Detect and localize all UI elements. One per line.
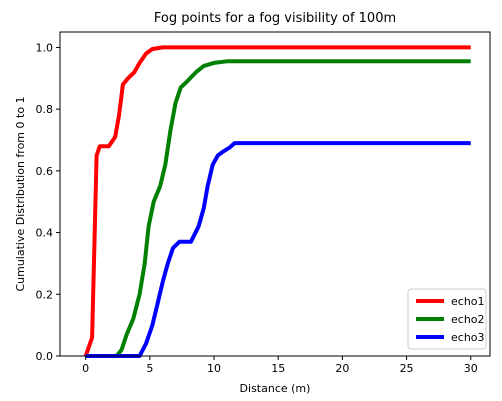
x-tick-label: 10 xyxy=(207,362,221,375)
y-tick-label: 0.4 xyxy=(36,227,54,240)
legend-box xyxy=(407,288,487,350)
x-tick-label: 15 xyxy=(271,362,285,375)
series-line-echo3 xyxy=(85,141,471,358)
y-tick-label: 1.0 xyxy=(36,41,54,54)
axes-frame xyxy=(59,31,491,357)
y-axis-label: Cumulative Distribution from 0 to 1 xyxy=(14,96,27,291)
x-tick-label: 5 xyxy=(146,362,153,375)
axis-ticks: 0 5 10 15 20 25 30 0.0 0.2 0.4 0.6 0.8 1.0 xyxy=(36,41,478,375)
y-tick-label: 0.2 xyxy=(36,288,54,301)
y-tick-label: 0.6 xyxy=(36,165,54,178)
x-tick-label: 0 xyxy=(82,362,89,375)
x-tick-label: 30 xyxy=(464,362,478,375)
x-axis-label: Distance (m) xyxy=(240,382,311,395)
x-tick-label: 20 xyxy=(335,362,349,375)
chart-title: Fog points for a fog visibility of 100m xyxy=(154,11,396,26)
y-tick-label: 0.8 xyxy=(36,103,54,116)
legend-label-echo1: echo1 xyxy=(451,295,485,308)
legend-label-echo3: echo3 xyxy=(451,331,485,344)
x-tick-label: 25 xyxy=(400,362,414,375)
series-lines xyxy=(83,45,471,358)
legend: echo1 echo2 echo3 xyxy=(407,288,487,350)
legend-label-echo2: echo2 xyxy=(451,313,485,326)
y-tick-label: 0.0 xyxy=(36,350,54,363)
series-line-echo1 xyxy=(83,45,471,357)
series-line-echo2 xyxy=(85,59,471,358)
